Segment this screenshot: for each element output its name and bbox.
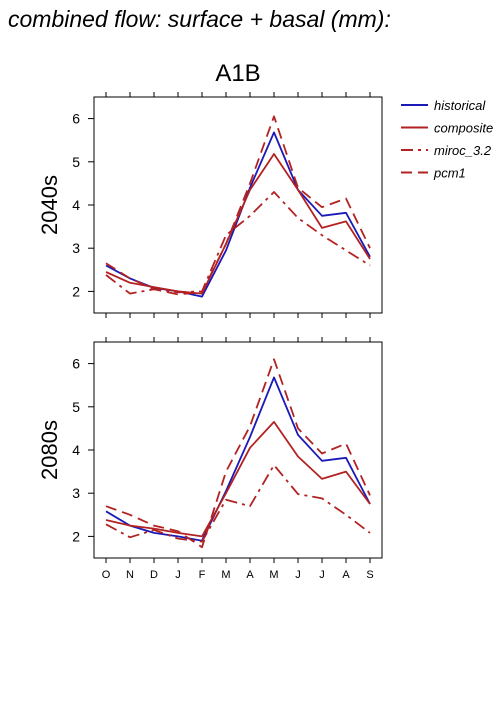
series-2080s [105, 358, 371, 549]
series-line-miroc-3-2 [105, 191, 371, 295]
page-title: combined flow: surface + basal (mm): [8, 6, 391, 32]
y-tick-label: 6 [72, 111, 80, 127]
y-tick-label: 6 [72, 356, 80, 372]
y-tick-label: 5 [72, 154, 80, 170]
panel-2040s: 2040s 2 3 4 5 6 [37, 92, 383, 318]
y-tick-label: 4 [72, 442, 80, 458]
x-tick-label: F [199, 569, 206, 581]
series-line-composite [105, 420, 371, 538]
legend-label: pcm1 [433, 166, 466, 181]
series-line-pcm1 [105, 358, 371, 549]
legend: historical composite miroc_3.2 pcm1 [401, 98, 493, 181]
y-tick-label: 3 [72, 485, 80, 501]
panel-2080s: 2080s 2 3 4 5 6 [37, 337, 383, 563]
series-line-pcm1 [105, 115, 371, 296]
axes-2040s: 2 3 4 5 6 [72, 92, 371, 318]
scenario-title: A1B [215, 60, 260, 87]
series-line-composite [105, 153, 371, 295]
x-tick-label: O [102, 569, 111, 581]
x-tick-label: A [342, 569, 350, 581]
x-tick-label: D [150, 569, 158, 581]
y-tick-label: 5 [72, 399, 80, 415]
x-tick-label: M [221, 569, 230, 581]
y-tick-label: 4 [72, 197, 80, 213]
row-label-2040s: 2040s [37, 175, 62, 235]
x-tick-label: M [269, 569, 278, 581]
y-tick-label: 2 [72, 528, 80, 544]
axes-2080s: 2 3 4 5 6 [72, 337, 371, 563]
x-tick-label: J [175, 569, 181, 581]
x-tick-label: J [319, 569, 325, 581]
y-tick-label: 2 [72, 283, 80, 299]
y-tick-label: 3 [72, 240, 80, 256]
x-tick-label: N [126, 569, 134, 581]
legend-label: composite [434, 121, 493, 136]
legend-label: historical [434, 98, 486, 113]
series-line-historical [105, 376, 371, 542]
row-label-2080s: 2080s [37, 420, 62, 480]
series-2040s [105, 115, 371, 298]
x-tick-label: S [366, 569, 373, 581]
x-tick-label: A [246, 569, 254, 581]
legend-label: miroc_3.2 [434, 143, 492, 158]
x-tick-label: J [295, 569, 301, 581]
